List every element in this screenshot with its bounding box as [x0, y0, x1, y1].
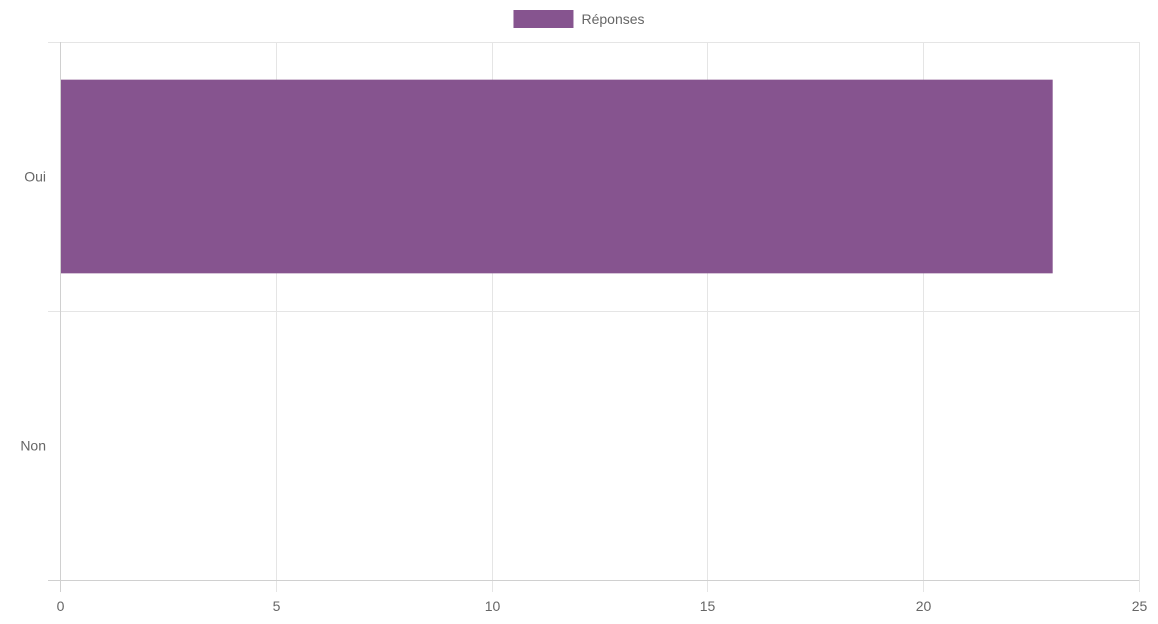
y-tick-label-non: Non	[20, 438, 46, 454]
bar-oui[interactable]	[60, 79, 1053, 274]
y-tick-label-oui: Oui	[24, 169, 46, 185]
x-tick-label-25: 25	[1132, 598, 1148, 614]
x-tick-label-15: 15	[700, 598, 716, 614]
bars	[60, 79, 1053, 274]
x-tick-label-20: 20	[916, 598, 932, 614]
legend-label: Réponses	[581, 11, 644, 27]
x-tick-label-10: 10	[485, 598, 501, 614]
legend-swatch	[513, 10, 574, 28]
legend[interactable]: Réponses	[513, 10, 645, 28]
axes	[48, 42, 1139, 592]
x-tick-label-0: 0	[57, 598, 65, 614]
tick-labels: 0 5 10 15 20 25 Oui Non	[20, 169, 1147, 615]
x-tick-label-5: 5	[273, 598, 281, 614]
